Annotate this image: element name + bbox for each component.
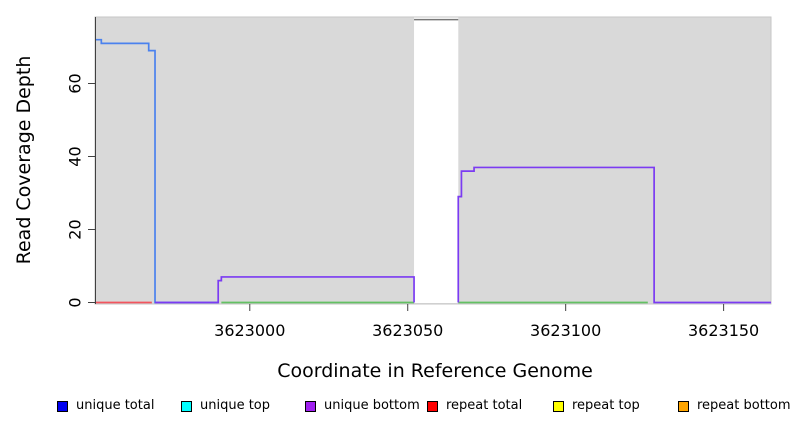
axes-layer xyxy=(88,17,725,311)
x-tick-label: 3623100 xyxy=(530,321,601,340)
plot-background-layer xyxy=(94,16,772,305)
series-line-unique-bottom xyxy=(155,166,771,304)
y-tick-label: 60 xyxy=(65,73,84,93)
x-axis-title: Coordinate in Reference Genome xyxy=(277,360,593,382)
x-tick-label: 3623000 xyxy=(214,321,285,340)
y-tick-label: 20 xyxy=(65,219,84,239)
y-tick-label: 0 xyxy=(65,297,84,307)
x-tick-label: 3623050 xyxy=(372,321,443,340)
series-line-unique-total xyxy=(95,38,219,304)
repeat-region-gap xyxy=(414,17,459,303)
tick-labels-layer: 0 20 40 60 3623000 3623050 3623100 3623150 xyxy=(65,73,759,340)
y-axis-title: Read Coverage Depth xyxy=(13,56,35,265)
y-tick-label: 40 xyxy=(65,146,84,166)
series-lines-layer xyxy=(95,18,771,304)
x-tick-label: 3623150 xyxy=(688,321,759,340)
